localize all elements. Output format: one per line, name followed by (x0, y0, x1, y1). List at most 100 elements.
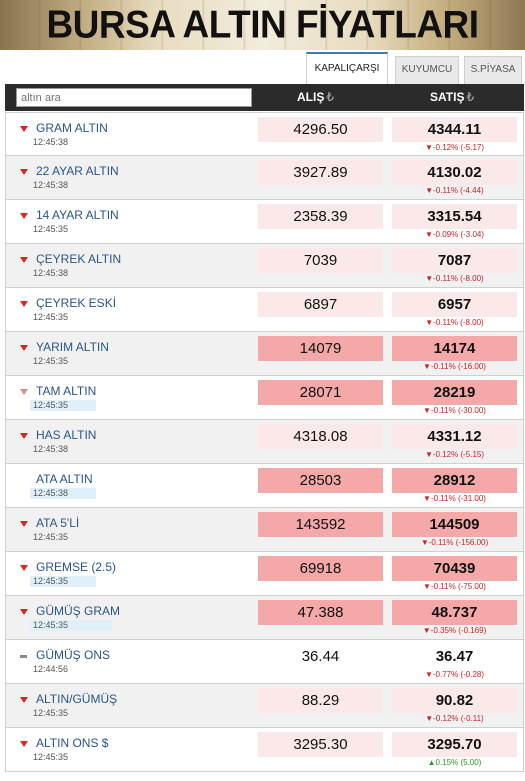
alis-price: 36.44 (301, 648, 340, 665)
alis-price: 3927.89 (258, 160, 383, 185)
price-change: ▼-0.35% (-0.169) (422, 626, 487, 635)
update-time: 12:45:35 (33, 312, 69, 322)
price-change: ▼-0.11% (-75.00) (423, 582, 486, 591)
down-trend-icon (20, 741, 28, 747)
instrument-name[interactable]: 22 AYAR ALTIN (36, 164, 119, 178)
down-trend-icon (20, 521, 28, 527)
table-row[interactable]: ATA 5'Lİ 12:45:35 143592 144509 ▼-0.11% (-15… (5, 508, 524, 552)
banner: BURSA ALTIN FİYATLARI (0, 0, 525, 50)
table-row[interactable]: ÇEYREK ESKİ 12:45:35 6897 6957 ▼-0.11% (-8.0… (5, 288, 524, 332)
instrument-name[interactable]: ATA ALTIN (36, 472, 93, 486)
satis-price: 3295.70 (392, 732, 517, 757)
tab-kuyumcu[interactable]: KUYUMCU (395, 56, 459, 84)
alis-column-header: ALIŞ ₺ (297, 90, 334, 104)
table-row[interactable]: ATA ALTIN 12:45:38 28503 28912 ▼-0.11% (-31.… (5, 464, 524, 508)
table-row[interactable]: ALTIN/GÜMÜŞ 12:45:35 88.29 90.82 ▼-0.12% (-0… (5, 684, 524, 728)
price-change: ▼-0.12% (-0.11) (425, 714, 484, 723)
instrument-name[interactable]: GÜMÜŞ GRAM (36, 604, 120, 618)
satis-price: 90.82 (392, 688, 517, 713)
instrument-name[interactable]: ÇEYREK ALTIN (36, 252, 122, 266)
down-trend-icon (20, 169, 28, 175)
table-row[interactable]: ÇEYREK ALTIN 12:45:38 7039 7087 ▼-0.11% (-8.… (5, 244, 524, 288)
instrument-name[interactable]: ALTIN ONS $ (36, 736, 109, 750)
alis-price: 2358.39 (258, 204, 383, 229)
instrument-name[interactable]: HAS ALTIN (36, 428, 97, 442)
update-time: 12:45:38 (33, 444, 69, 454)
tab-spiyasa[interactable]: S.PİYASA (464, 56, 522, 84)
instrument-name[interactable]: ALTIN/GÜMÜŞ (36, 692, 118, 706)
search-input[interactable] (16, 88, 252, 107)
alis-label: ALIŞ (297, 90, 325, 104)
alis-price: 4318.08 (258, 424, 383, 449)
update-time: 12:44:56 (33, 664, 69, 674)
update-time: 12:45:35 (30, 576, 96, 587)
satis-price: 7087 (392, 248, 517, 273)
price-table: GRAM ALTIN 12:45:38 4296.50 4344.11 ▼-0.12% … (5, 112, 524, 772)
price-change: ▼-0.11% (-4.44) (425, 186, 484, 195)
table-row[interactable]: GÜMÜŞ ONS 12:44:56 36.44 36.47 ▼-0.77% (-0.2… (5, 640, 524, 684)
price-change: ▼-0.11% (-8.00) (425, 318, 484, 327)
table-header: ALIŞ₺ SATIŞ₺ (5, 84, 524, 111)
instrument-name[interactable]: 14 AYAR ALTIN (36, 208, 119, 222)
price-change: ▼-0.11% (-156.00) (420, 538, 489, 547)
table-row[interactable]: YARIM ALTIN 12:45:35 14079 14174 ▼-0.11% (-1… (5, 332, 524, 376)
satis-price: 28219 (392, 380, 517, 405)
table-row[interactable]: GÜMÜŞ GRAM 12:45:35 47.388 48.737 ▼-0.35% (-… (5, 596, 524, 640)
table-row[interactable]: 14 AYAR ALTIN 12:45:35 2358.39 3315.54 ▼-0.0… (5, 200, 524, 244)
down-trend-icon (20, 345, 28, 351)
satis-price: 3315.54 (392, 204, 517, 229)
update-time: 12:45:38 (33, 137, 69, 147)
down-trend-icon (20, 565, 28, 571)
alis-price: 143592 (258, 512, 383, 537)
alis-price: 28503 (258, 468, 383, 493)
price-change: ▼-0.77% (-0.28) (424, 670, 485, 679)
table-row[interactable]: ALTIN ONS $ 12:45:35 3295.30 3295.70 ▲0.15% … (5, 728, 524, 772)
down-trend-icon (20, 609, 28, 615)
instrument-name[interactable]: ÇEYREK ESKİ (36, 296, 117, 310)
table-row[interactable]: TAM ALTIN 12:45:35 28071 28219 ▼-0.11% (-30.… (5, 376, 524, 420)
update-time: 12:45:35 (30, 620, 112, 631)
alis-price: 7039 (258, 248, 383, 273)
update-time: 12:45:35 (33, 356, 69, 366)
table-row[interactable]: 22 AYAR ALTIN 12:45:38 3927.89 4130.02 ▼-0.1… (5, 156, 524, 200)
update-time: 12:45:35 (33, 752, 69, 762)
banner-title: BURSA ALTIN FİYATLARI (46, 2, 479, 46)
down-trend-icon (20, 213, 28, 219)
satis-price: 4344.11 (392, 117, 517, 142)
tab-bar: KAPALIÇARŞI KUYUMCU S.PİYASA (0, 50, 525, 84)
alis-price: 14079 (258, 336, 383, 361)
lira-icon: ₺ (466, 90, 475, 104)
update-time: 12:45:35 (33, 708, 69, 718)
update-time: 12:45:35 (30, 400, 96, 411)
price-change: ▼-0.12% (-5.15) (424, 450, 485, 459)
alis-price: 28071 (258, 380, 383, 405)
down-trend-icon (20, 257, 28, 263)
update-time: 12:45:38 (33, 180, 69, 190)
flat-trend-icon (20, 655, 27, 658)
satis-price: 14174 (392, 336, 517, 361)
instrument-name[interactable]: GREMSE (2.5) (36, 560, 117, 574)
price-change: ▼-0.09% (-3.04) (424, 230, 485, 239)
table-row[interactable]: GRAM ALTIN 12:45:38 4296.50 4344.11 ▼-0.12% … (5, 112, 524, 156)
satis-column-header: SATIŞ ₺ (430, 90, 474, 104)
instrument-name[interactable]: ATA 5'Lİ (36, 516, 80, 530)
down-trend-icon (20, 697, 28, 703)
down-trend-icon (20, 433, 28, 439)
price-change: ▼-0.11% (-16.00) (423, 362, 486, 371)
table-row[interactable]: GREMSE (2.5) 12:45:35 69918 70439 ▼-0.11% (-… (5, 552, 524, 596)
instrument-name[interactable]: GRAM ALTIN (36, 121, 108, 135)
alis-price: 3295.30 (258, 732, 383, 757)
satis-price: 28912 (392, 468, 517, 493)
price-change: ▲0.15% (5.00) (427, 758, 482, 767)
update-time: 12:45:35 (33, 532, 69, 542)
instrument-name[interactable]: GÜMÜŞ ONS (36, 648, 111, 662)
down-trend-icon (20, 301, 28, 307)
tab-kapalicarsi[interactable]: KAPALIÇARŞI (306, 52, 388, 84)
alis-price: 47.388 (258, 600, 383, 625)
instrument-name[interactable]: TAM ALTIN (36, 384, 97, 398)
down-trend-icon (20, 389, 28, 395)
price-change: ▼-0.11% (-30.00) (423, 406, 486, 415)
table-row[interactable]: HAS ALTIN 12:45:38 4318.08 4331.12 ▼-0.12% (… (5, 420, 524, 464)
instrument-name[interactable]: YARIM ALTIN (36, 340, 109, 354)
lira-icon: ₺ (326, 90, 334, 104)
